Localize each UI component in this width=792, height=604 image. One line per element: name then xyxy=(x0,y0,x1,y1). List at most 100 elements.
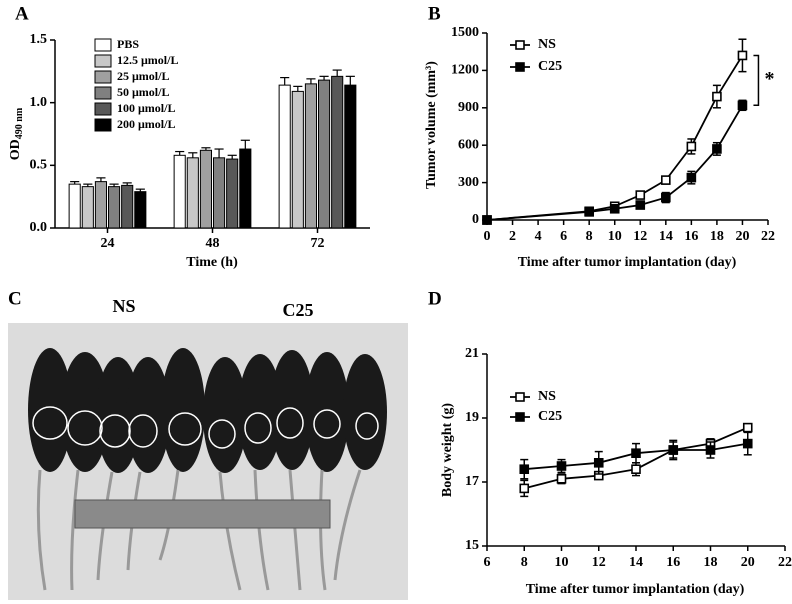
x-tick-label: 72 xyxy=(311,236,325,251)
legend-label: NS xyxy=(538,37,556,52)
x-tick-label: 18 xyxy=(710,229,724,244)
panel-label: C xyxy=(8,288,22,309)
chart: D 15 17 19 21 Time after tumor implantation (… xyxy=(428,288,792,597)
marker xyxy=(556,473,567,484)
marker xyxy=(631,448,641,459)
y-axis-title-text: Tumor volume (mm³) xyxy=(424,61,439,189)
y-axis-title-subscript: 490 nm xyxy=(14,107,25,139)
tumor-circles xyxy=(32,406,379,449)
marker xyxy=(661,175,671,185)
bar xyxy=(226,158,239,229)
annotation: * xyxy=(764,68,774,90)
x-tick-label: 12 xyxy=(633,229,647,244)
x-tick-label: 6 xyxy=(560,229,567,244)
x-tick-label: 10 xyxy=(555,555,569,570)
y-axis-title-text: OD xyxy=(8,139,23,160)
x-tick-label: 20 xyxy=(735,229,749,244)
legend-label: 50 μmol/L xyxy=(117,85,169,99)
y-tick-label: 1200 xyxy=(451,63,479,78)
legend-swatch xyxy=(94,102,112,116)
significance-bracket xyxy=(753,54,760,107)
x-tick-label: 6 xyxy=(484,555,491,570)
bar xyxy=(108,186,121,229)
y-tick-label: 0.0 xyxy=(30,220,48,235)
marker xyxy=(635,200,646,210)
x-tick-label: 16 xyxy=(684,229,698,244)
bar xyxy=(318,79,331,229)
bar xyxy=(239,148,252,229)
x-tick-label: 4 xyxy=(535,229,542,244)
marker xyxy=(593,457,604,468)
legend-label: C25 xyxy=(538,59,562,74)
marker xyxy=(609,203,620,214)
x-tick-label: 24 xyxy=(101,236,115,251)
x-tick-label: 8 xyxy=(521,555,528,570)
marker xyxy=(519,464,530,475)
legend-label: NS xyxy=(538,389,556,404)
marker xyxy=(686,172,697,183)
legend-marker xyxy=(515,62,525,72)
legend-label: PBS xyxy=(117,37,139,51)
marker xyxy=(519,483,530,494)
y-tick-label: 19 xyxy=(465,410,479,425)
marker xyxy=(712,91,722,102)
marker xyxy=(686,141,697,152)
legend-label: 25 μmol/L xyxy=(117,69,169,83)
legend-swatch xyxy=(94,70,112,84)
legend-label: 200 μmol/L xyxy=(117,117,175,131)
y-tick-label: 0 xyxy=(472,212,479,227)
x-tick-label: 14 xyxy=(659,229,673,244)
y-tick-label: 21 xyxy=(465,346,479,361)
marker xyxy=(668,445,679,455)
marker xyxy=(742,438,753,449)
chart: A 0.0 0.5 1.0 1.5 Time (h) OD490 nm 24 48 72 PBS 12… xyxy=(8,3,370,270)
x-tick-label: 48 xyxy=(206,236,220,251)
legend-swatch xyxy=(94,118,112,132)
marker xyxy=(712,144,722,154)
bar xyxy=(81,186,94,229)
marker xyxy=(705,445,716,455)
group-label: C25 xyxy=(283,300,314,320)
x-tick-label: 8 xyxy=(586,229,593,244)
panel-label: A xyxy=(15,3,29,24)
y-axis-title: Tumor volume (mm³) xyxy=(424,61,439,189)
legend-label: C25 xyxy=(538,409,562,424)
y-tick-label: 0.5 xyxy=(30,158,48,173)
y-tick-label: 17 xyxy=(465,474,479,489)
marker xyxy=(742,422,753,433)
y-tick-label: 300 xyxy=(458,175,479,190)
bar xyxy=(186,157,199,229)
x-tick-label: 0 xyxy=(484,229,491,244)
mice xyxy=(28,348,387,473)
x-tick-label: 10 xyxy=(608,229,622,244)
y-tick-label: 15 xyxy=(465,538,479,553)
x-tick-label: 22 xyxy=(761,229,775,244)
ruler xyxy=(74,499,331,529)
y-tick-label: 900 xyxy=(458,100,479,115)
bar xyxy=(291,90,304,229)
photo-background xyxy=(8,323,408,600)
marker xyxy=(737,100,748,111)
x-tick-label: 2 xyxy=(509,229,516,244)
group-label: NS xyxy=(112,296,135,316)
bar xyxy=(94,181,107,229)
bar xyxy=(304,83,317,229)
legend-marker xyxy=(515,412,525,422)
y-axis-title: Body weight (g) xyxy=(440,403,455,497)
marker xyxy=(584,207,594,217)
panel-label: D xyxy=(428,288,442,309)
marker xyxy=(635,190,646,200)
legend-label: 100 μmol/L xyxy=(117,101,175,115)
x-tick-label: 20 xyxy=(741,555,755,570)
y-axis-title: OD490 nm xyxy=(8,107,25,160)
bar xyxy=(121,184,134,229)
bar xyxy=(344,84,357,229)
y-axis-title-text: Body weight (g) xyxy=(440,403,455,497)
bar xyxy=(134,191,147,229)
x-tick-label: 22 xyxy=(778,555,792,570)
legend-marker xyxy=(515,40,525,50)
bar xyxy=(331,75,344,229)
marker xyxy=(556,461,567,471)
x-tick-label: 12 xyxy=(592,555,606,570)
bar xyxy=(213,157,226,229)
